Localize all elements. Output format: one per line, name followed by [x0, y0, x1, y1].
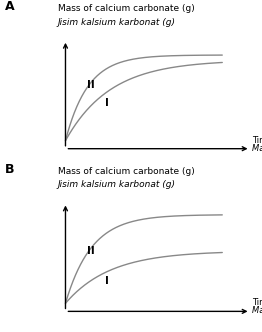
Text: Time (s): Time (s): [252, 298, 262, 307]
Text: II: II: [88, 246, 95, 256]
Text: A: A: [5, 0, 15, 13]
Text: Masa (s): Masa (s): [252, 144, 262, 153]
Text: Time (s): Time (s): [252, 136, 262, 145]
Text: I: I: [105, 276, 109, 286]
Text: B: B: [5, 163, 15, 176]
Text: Mass of calcium carbonate (g): Mass of calcium carbonate (g): [58, 4, 194, 13]
Text: Mass of calcium carbonate (g): Mass of calcium carbonate (g): [58, 167, 194, 176]
Text: I: I: [105, 98, 109, 108]
Text: Masa (s): Masa (s): [252, 306, 262, 315]
Text: II: II: [88, 80, 95, 90]
Text: Jisim kalsium karbonat (g): Jisim kalsium karbonat (g): [58, 18, 176, 27]
Text: Jisim kalsium karbonat (g): Jisim kalsium karbonat (g): [58, 180, 176, 189]
